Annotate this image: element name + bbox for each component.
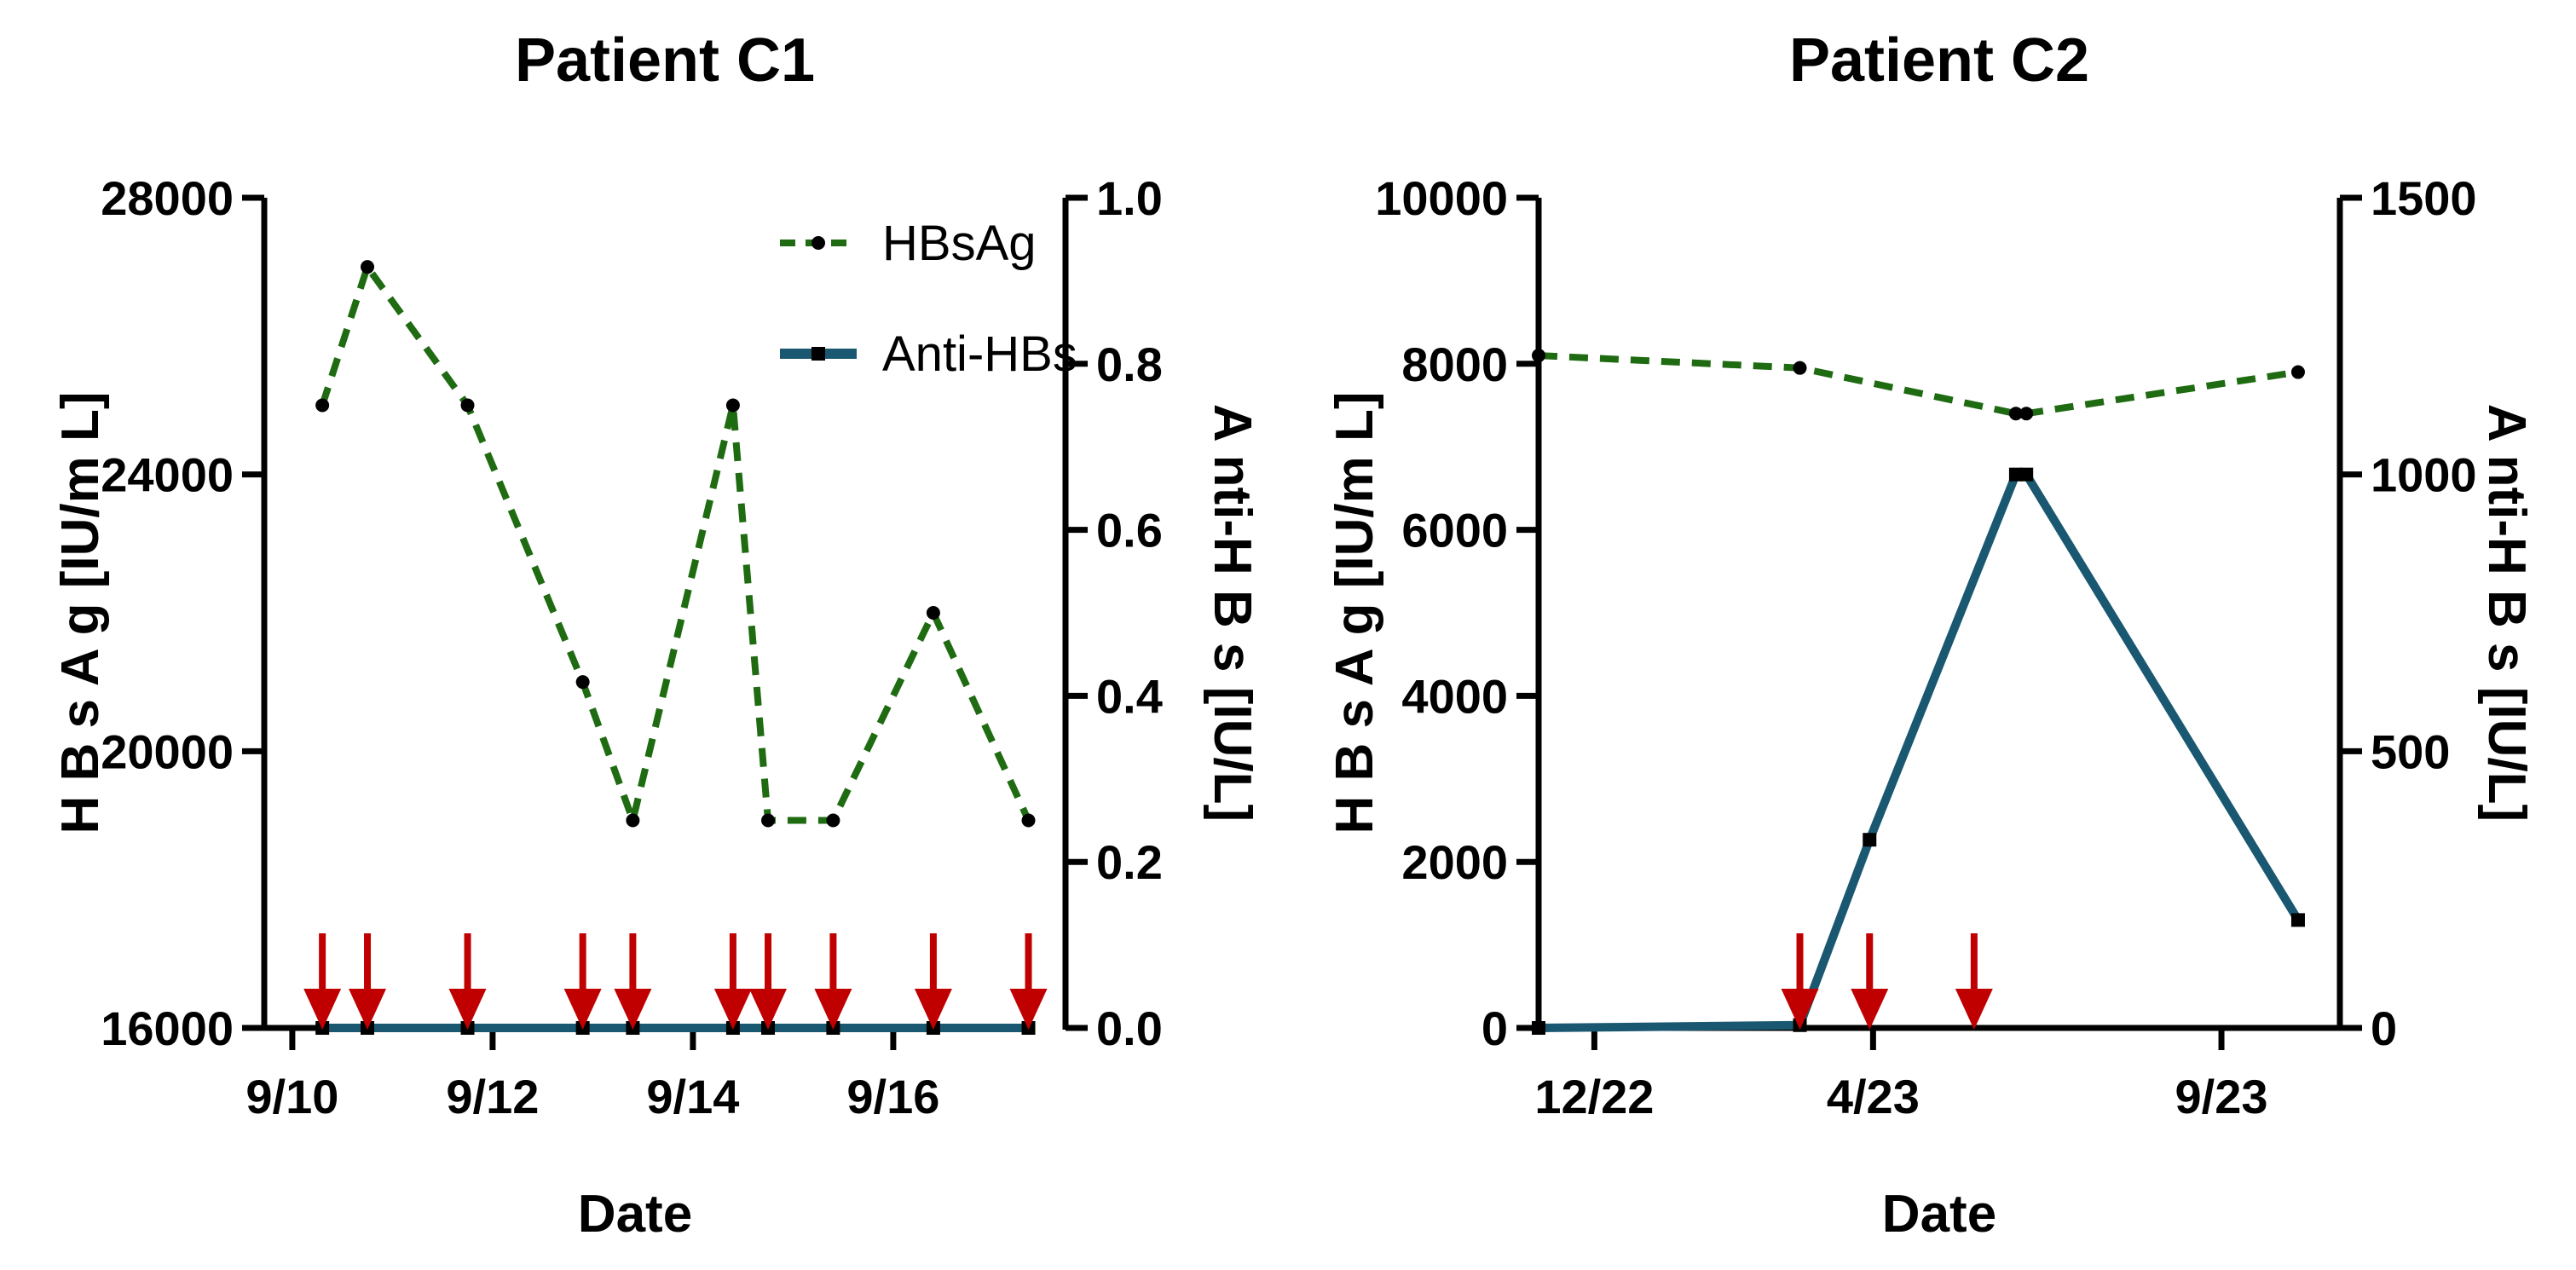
series-line-hbsag	[319, 263, 1032, 824]
arrow-marker	[1955, 933, 1993, 1030]
data-point-hbsag	[2019, 407, 2034, 421]
arrow-head	[1009, 989, 1048, 1030]
y-axis-label: H B s A g [IU/m L]	[1326, 392, 1384, 834]
data-point-hbsag	[460, 398, 475, 413]
y-tick-label: 0	[1481, 1002, 1508, 1055]
data-point-hbsag	[2008, 407, 2023, 421]
arrow-head	[614, 989, 652, 1030]
arrow-marker	[349, 933, 387, 1030]
arrow-head	[349, 989, 387, 1030]
y-tick-label: 20000	[101, 724, 234, 778]
arrow-marker	[1781, 933, 1819, 1030]
arrow-marker	[1009, 933, 1048, 1030]
y2-tick-label: 0	[2371, 1002, 2397, 1055]
data-point-hbsag	[2290, 365, 2305, 379]
arrow-head	[1955, 989, 1993, 1030]
legend-label-hbsag: HBsAg	[882, 216, 1037, 271]
y2-tick-label: 0.6	[1096, 504, 1163, 557]
arrow-head	[563, 989, 602, 1030]
y-tick-label: 10000	[1375, 171, 1508, 225]
y2-axis-label: A nti-H B s [IU/L]	[2477, 404, 2536, 822]
y2-axis-label: A nti-H B s [IU/L]	[1203, 404, 1262, 822]
legend: HBsAg Anti-HBs	[780, 216, 1077, 382]
data-point-hbsag	[626, 813, 640, 828]
chart-panel-2: Patient C2 0 2000 4000 6000 8000 10000 0 500 1000…	[1326, 26, 2536, 1244]
data-point-hbsag	[1793, 361, 1807, 375]
y2-tick-label: 0.8	[1096, 338, 1163, 391]
data-point-hbsag	[1021, 813, 1036, 828]
arrow-head	[749, 989, 788, 1030]
y2-tick-label: 500	[2371, 724, 2450, 778]
y-tick-label: 28000	[101, 171, 234, 225]
data-point-hbsag	[575, 675, 590, 690]
chart-title: Patient C1	[515, 26, 815, 95]
arrow-head	[1781, 989, 1819, 1030]
data-point-hbsag	[315, 398, 330, 413]
chart-title: Patient C2	[1789, 26, 2089, 95]
arrow-head	[914, 989, 952, 1030]
data-point-anti-hbs	[2019, 467, 2034, 482]
data-point-hbsag	[761, 813, 776, 828]
y2-tick-label: 1500	[2371, 171, 2477, 225]
arrow-head	[1851, 989, 1889, 1030]
y2-tick-label: 0.4	[1096, 669, 1163, 723]
x-tick-label: 9/23	[2175, 1070, 2268, 1123]
x-tick-label: 9/12	[446, 1070, 539, 1123]
arrow-marker	[303, 933, 342, 1030]
y-tick-label: 8000	[1401, 338, 1508, 391]
data-point-hbsag	[725, 398, 740, 413]
x-axis-label: Date	[1882, 1185, 1996, 1244]
arrow-head	[448, 989, 487, 1030]
x-axis-label: Date	[578, 1185, 692, 1244]
y-tick-label: 2000	[1401, 835, 1508, 889]
arrow-marker	[448, 933, 487, 1030]
y-tick-label: 6000	[1401, 504, 1508, 557]
data-point-anti-hbs	[2008, 467, 2023, 482]
chart-panel-1: Patient C1 16000 20000 24000 28000 0.0 0.2 0.4 0…	[51, 26, 1262, 1244]
arrow-marker	[914, 933, 952, 1030]
arrow-marker	[749, 933, 788, 1030]
arrow-marker	[814, 933, 852, 1030]
x-tick-label: 12/22	[1534, 1070, 1654, 1123]
arrow-marker	[563, 933, 602, 1030]
arrow-marker	[713, 933, 752, 1030]
data-point-anti-hbs	[1863, 833, 1877, 847]
y2-tick-label: 1.0	[1096, 171, 1163, 225]
data-point-hbsag	[361, 260, 375, 274]
x-tick-label: 9/14	[646, 1070, 739, 1123]
x-tick-label: 9/16	[846, 1070, 939, 1123]
legend-marker-hbsag	[811, 236, 825, 250]
series-line-hbsag	[1538, 352, 2299, 418]
y2-tick-label: 0.0	[1096, 1002, 1163, 1055]
y2-tick-label: 1000	[2371, 448, 2477, 502]
arrow-marker	[1851, 933, 1889, 1030]
data-point-hbsag	[1532, 349, 1545, 363]
data-point-hbsag	[926, 606, 940, 620]
data-point-hbsag	[826, 813, 840, 828]
x-tick-label: 9/10	[245, 1070, 338, 1123]
y2-tick-label: 0.2	[1096, 835, 1163, 889]
y-tick-label: 4000	[1401, 669, 1508, 723]
arrow-marker	[614, 933, 652, 1030]
arrow-head	[814, 989, 852, 1030]
y-tick-label: 16000	[101, 1002, 234, 1055]
arrow-head	[713, 989, 752, 1030]
x-tick-label: 4/23	[1827, 1070, 1920, 1123]
arrow-head	[303, 989, 342, 1030]
legend-marker-anti-hbs	[811, 347, 825, 361]
y-tick-label: 24000	[101, 448, 234, 502]
data-point-anti-hbs	[1532, 1021, 1545, 1035]
y-axis-label: H B s A g [IU/m L]	[51, 392, 110, 834]
data-point-anti-hbs	[2290, 913, 2305, 927]
series-line-anti-hbs	[1538, 470, 2302, 1032]
legend-label-anti-hbs: Anti-HBs	[882, 326, 1077, 382]
